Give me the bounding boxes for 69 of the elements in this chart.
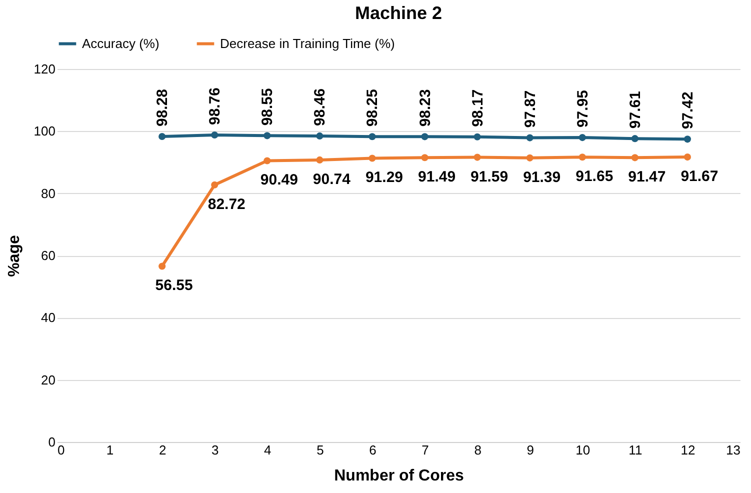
point [684, 154, 691, 161]
y-axis-title: %age [6, 235, 23, 277]
data-label: 90.49 [260, 172, 298, 189]
point [316, 132, 324, 140]
data-label: 98.28 [154, 88, 172, 127]
data-label: 91.59 [470, 168, 508, 186]
data-label: 98.17 [469, 89, 486, 127]
y-tick-label: 120 [34, 62, 56, 76]
x-tick-label: 5 [316, 442, 324, 458]
data-label: 98.55 [259, 88, 276, 126]
data-label: 97.87 [522, 90, 539, 128]
data-label: 97.95 [574, 90, 592, 128]
point [316, 156, 324, 164]
y-tick-label: 20 [41, 372, 56, 388]
point [578, 154, 586, 161]
data-label: 91.39 [523, 168, 561, 186]
x-tick-label: 12 [680, 442, 696, 458]
data-label: 97.61 [626, 91, 644, 129]
point [474, 133, 481, 140]
data-label: 91.47 [628, 168, 666, 186]
x-tick-label: 6 [369, 442, 376, 458]
x-tick-label: 8 [474, 442, 482, 458]
x-tick-label: 13 [726, 442, 740, 458]
point [368, 154, 376, 162]
point [526, 154, 534, 162]
data-label: 56.55 [155, 277, 193, 294]
point [211, 131, 218, 139]
point [526, 134, 534, 142]
data-label: 91.65 [576, 168, 614, 186]
point [578, 134, 586, 142]
point [631, 154, 638, 162]
point [211, 181, 218, 188]
point [158, 262, 166, 270]
x-tick-label: 4 [264, 442, 272, 458]
x-tick-label: 10 [576, 442, 590, 458]
data-label: 90.74 [312, 170, 352, 188]
point [264, 157, 271, 164]
point [684, 136, 691, 143]
point [421, 154, 428, 162]
y-tick-label: 40 [41, 310, 56, 326]
point [421, 133, 428, 140]
chart-title: Machine 2 [354, 3, 442, 23]
legend-label: Decrease in Training Time (%) [220, 36, 395, 51]
data-label: 98.46 [312, 88, 329, 126]
data-label: 91.67 [680, 168, 718, 186]
x-tick-label: 0 [58, 442, 65, 458]
point [474, 154, 481, 161]
data-label: 91.29 [365, 169, 404, 186]
data-label: 82.72 [208, 196, 246, 213]
legend-label: Accuracy (%) [82, 36, 160, 51]
x-axis-title: Number of Cores [334, 468, 464, 484]
x-tick-label: 11 [628, 442, 642, 458]
y-tick-label: 60 [41, 248, 56, 263]
point [368, 133, 376, 140]
point [264, 132, 271, 140]
data-label: 91.49 [418, 168, 456, 186]
x-tick-label: 9 [526, 442, 534, 458]
point [631, 135, 638, 142]
x-tick-label: 2 [158, 442, 166, 458]
y-tick-label: 80 [41, 186, 56, 201]
data-label: 98.23 [416, 89, 434, 127]
x-tick-label: 1 [106, 442, 114, 458]
data-label: 98.76 [206, 87, 224, 126]
x-tick-label: 7 [422, 442, 429, 458]
data-label: 98.25 [364, 89, 382, 127]
point [158, 132, 166, 140]
y-tick-label: 100 [34, 124, 56, 139]
data-label: 97.42 [679, 92, 696, 130]
x-tick-label: 3 [212, 442, 219, 458]
